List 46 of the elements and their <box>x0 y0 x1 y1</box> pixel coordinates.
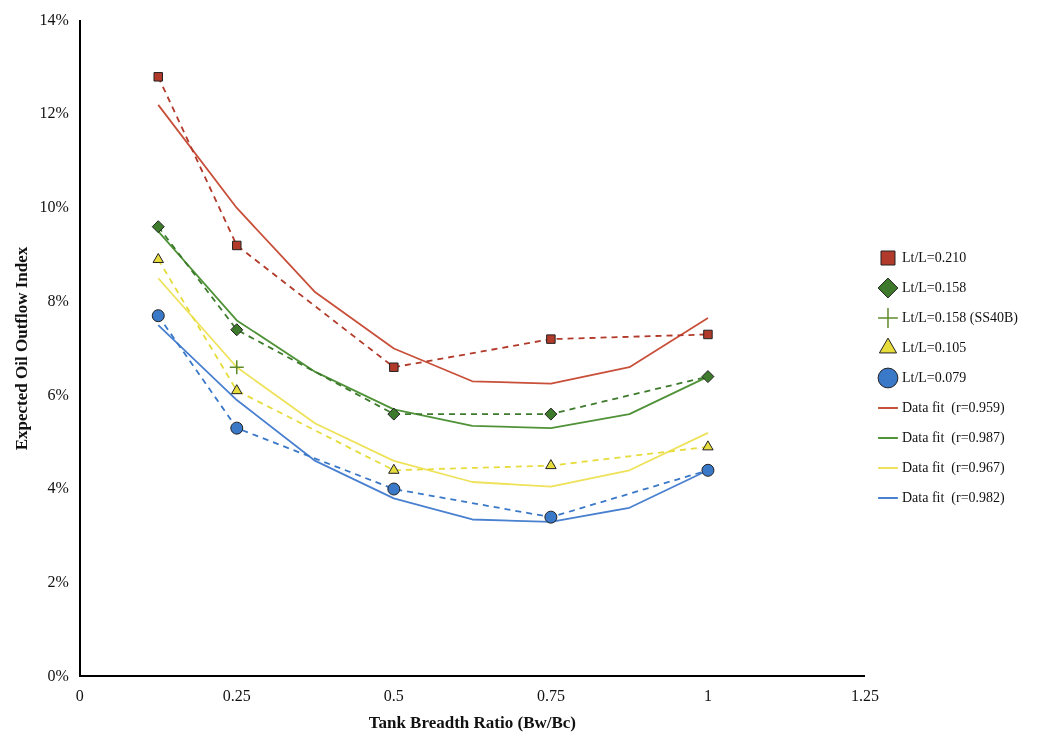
legend-label: Lt/L=0.158 <box>901 279 967 295</box>
point <box>544 510 558 524</box>
point <box>151 309 165 323</box>
legend-label: Data fit (r=0.959) <box>901 399 1006 416</box>
y-axis-title: Expected Oil Outflow Index <box>11 246 31 451</box>
x-tick-label: 0 <box>75 687 84 705</box>
point <box>703 329 713 340</box>
x-tick-label: 0.5 <box>383 687 404 705</box>
point <box>153 72 163 82</box>
point <box>387 407 401 421</box>
x-tick-label: 1.25 <box>850 687 879 705</box>
point <box>544 407 558 421</box>
point <box>152 253 164 263</box>
x-axis-title: Tank Breadth Ratio (Bw/Bc) <box>368 713 577 733</box>
x-tick-label: 1 <box>703 687 712 705</box>
point <box>229 359 245 375</box>
y-tick-label: 6% <box>47 385 69 403</box>
point <box>387 482 401 496</box>
point <box>389 362 399 372</box>
point <box>230 323 244 337</box>
y-tick-label: 10% <box>39 198 69 216</box>
legend-label: Data fit (r=0.987) <box>901 429 1006 446</box>
y-tick-label: 12% <box>39 104 69 122</box>
point <box>546 334 556 344</box>
legend-label: Lt/L=0.079 <box>901 369 967 385</box>
point <box>545 459 557 470</box>
y-tick-label: 8% <box>47 291 69 309</box>
point <box>231 384 243 395</box>
y-tick-label: 0% <box>47 666 69 684</box>
point <box>701 463 715 477</box>
legend-label: Data fit (r=0.967) <box>901 459 1006 476</box>
point <box>230 421 244 435</box>
point <box>388 463 400 474</box>
y-tick-label: 4% <box>47 479 69 497</box>
y-tick-label: 14% <box>39 10 69 28</box>
point <box>701 370 715 384</box>
point <box>232 240 242 251</box>
y-tick-label: 2% <box>47 572 69 590</box>
point <box>702 440 714 451</box>
legend-label: Lt/L=0.105 <box>901 339 967 355</box>
point <box>151 220 165 234</box>
x-tick-label: 0.75 <box>536 687 565 705</box>
legend-label: Data fit (r=0.982) <box>901 489 1006 506</box>
x-tick-label: 0.25 <box>222 687 251 705</box>
legend-label: Lt/L=0.158 (SS40B) <box>901 309 1019 326</box>
legend-label: Lt/L=0.210 <box>901 249 967 265</box>
